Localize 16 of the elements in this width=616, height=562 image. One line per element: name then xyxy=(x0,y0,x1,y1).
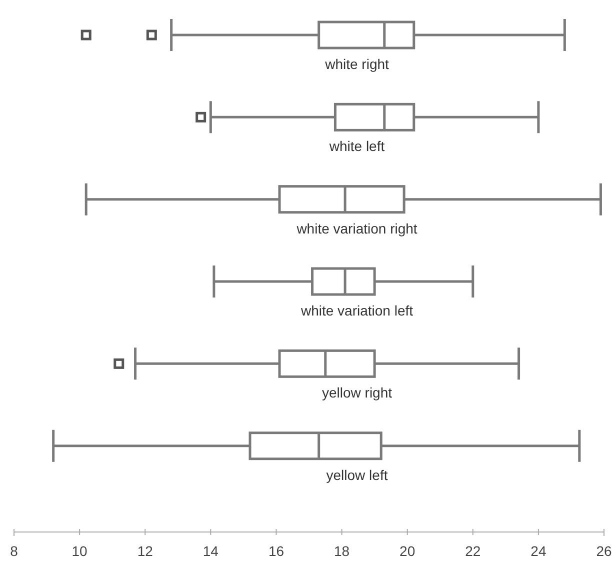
x-tick-label: 12 xyxy=(137,542,154,559)
x-tick-label: 14 xyxy=(202,542,219,559)
x-tick-label: 18 xyxy=(334,542,350,559)
x-tick-label: 22 xyxy=(465,542,481,559)
y-tick-label: white variation left xyxy=(300,302,414,319)
x-tick-label: 8 xyxy=(10,542,18,559)
x-tick-label: 20 xyxy=(400,542,416,559)
y-tick-label: white variation right xyxy=(296,220,418,236)
y-tick-label: yellow right xyxy=(322,384,392,401)
y-tick-label: white right xyxy=(324,56,390,72)
x-tick-label: 16 xyxy=(268,542,284,559)
x-tick-label: 24 xyxy=(530,542,546,559)
y-tick-label: yellow left xyxy=(326,466,388,483)
x-tick-label: 26 xyxy=(596,542,612,559)
y-tick-label: white left xyxy=(328,138,385,154)
x-tick-label: 10 xyxy=(72,542,88,559)
